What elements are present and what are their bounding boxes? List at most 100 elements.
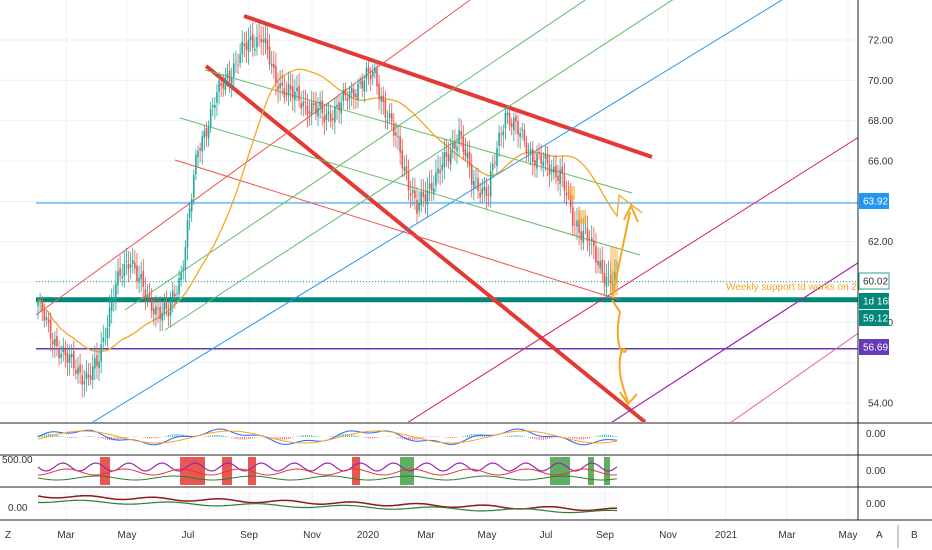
candle: [561, 155, 564, 188]
candle: [464, 137, 467, 162]
candle: [203, 125, 206, 151]
candle: [407, 159, 410, 201]
price-tick-label: 54.00: [868, 399, 893, 410]
candle: [567, 180, 570, 201]
candlestick-series[interactable]: [37, 21, 618, 398]
candle: [87, 363, 90, 386]
time-tick-label: 2020: [357, 530, 380, 541]
candle: [289, 72, 292, 102]
projection-box-3: [610, 247, 618, 295]
candle: [483, 177, 486, 202]
candle: [441, 151, 444, 184]
candle: [350, 81, 353, 106]
candle: [247, 27, 250, 65]
candle: [260, 25, 262, 55]
candle: [104, 327, 107, 346]
candle: [540, 144, 543, 172]
auto-scale-button[interactable]: A: [876, 530, 883, 541]
projection-arrow-down: [611, 299, 629, 403]
candle: [477, 167, 479, 199]
channel-lower-trendline[interactable]: [204, 64, 647, 422]
candle: [313, 92, 315, 113]
time-axis[interactable]: Mar May Jul Sep Nov 2020 Mar May Jul Sep Nov 2021 Ma…: [57, 530, 857, 541]
candle: [599, 248, 601, 275]
candle: [411, 177, 414, 206]
candle: [131, 247, 134, 274]
candle: [414, 177, 416, 211]
candle: [496, 140, 498, 175]
price-tick-label: 62.00: [868, 237, 893, 248]
svg-text:59.12: 59.12: [863, 314, 888, 325]
candle: [325, 104, 328, 131]
candle: [510, 117, 513, 136]
zoom-button[interactable]: Z: [5, 530, 11, 541]
candle: [45, 310, 48, 327]
candle: [310, 91, 313, 126]
candle: [161, 302, 164, 331]
candle: [268, 33, 271, 71]
candle: [102, 324, 105, 351]
candle: [338, 94, 340, 124]
candle: [574, 211, 576, 236]
candle: [249, 24, 252, 52]
time-tick-label: Sep: [240, 530, 258, 541]
svg-text:56.69: 56.69: [863, 343, 888, 354]
candle: [559, 158, 561, 197]
candle: [388, 103, 391, 124]
candle: [243, 32, 246, 57]
candle: [188, 202, 191, 231]
candle: [597, 247, 599, 274]
pitchfork-median-red: [36, 0, 471, 316]
candle: [603, 259, 606, 296]
candle: [485, 177, 488, 210]
candle: [479, 182, 481, 204]
time-tick-label: Mar: [778, 530, 796, 541]
candle: [77, 356, 79, 384]
candle: [525, 135, 528, 162]
candle: [435, 159, 437, 193]
candle: [256, 24, 258, 56]
price-tick-label: 68.00: [868, 116, 893, 127]
grid-lines: [0, 0, 858, 520]
candle: [433, 175, 435, 201]
candle: [374, 59, 376, 79]
log-scale-button[interactable]: B: [911, 530, 918, 541]
candle: [327, 102, 330, 122]
indicator-pane-1[interactable]: [37, 428, 618, 446]
candle: [294, 79, 296, 113]
candle: [355, 89, 357, 109]
candle: [521, 122, 524, 140]
candle: [142, 259, 145, 300]
candle: [273, 50, 275, 79]
candle: [163, 293, 166, 321]
candle: [60, 345, 62, 364]
candle: [428, 170, 431, 202]
candle: [557, 164, 559, 192]
candle: [81, 364, 84, 398]
indicator-pane-2[interactable]: [37, 457, 618, 485]
price-tags: 63.92 60.02 1d 16h 59.12 56.69: [858, 193, 894, 355]
candle: [235, 50, 237, 74]
candle: [565, 180, 568, 206]
candle: [494, 154, 496, 169]
candle: [315, 91, 317, 121]
channel-upper-trendline[interactable]: [243, 14, 653, 159]
projection-box-1: [569, 186, 575, 200]
candle: [98, 348, 100, 381]
candle: [241, 30, 244, 63]
candle: [607, 260, 610, 287]
candle: [180, 265, 182, 287]
candle: [127, 250, 130, 283]
candle: [416, 187, 418, 224]
candle: [144, 277, 147, 311]
candle: [37, 297, 39, 320]
candle: [384, 90, 387, 130]
indicator-pane-3[interactable]: [36, 493, 620, 514]
candle: [258, 23, 260, 47]
candle: [270, 50, 273, 75]
candle: [56, 328, 58, 357]
candle: [264, 24, 267, 55]
candle: [542, 152, 545, 177]
candle: [222, 73, 225, 97]
